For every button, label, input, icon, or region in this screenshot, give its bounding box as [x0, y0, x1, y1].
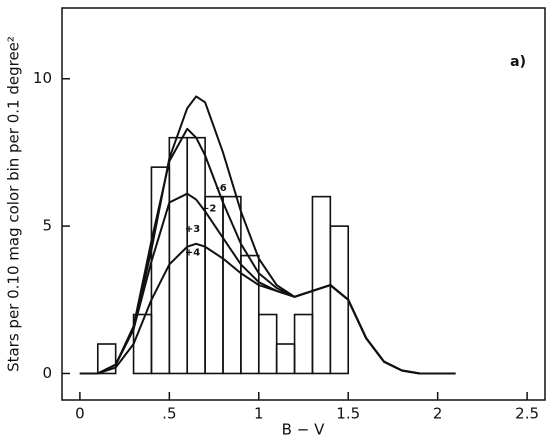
y-tick-label: 5: [42, 217, 52, 235]
curve-label: +2: [201, 203, 216, 214]
y-tick-label: 10: [33, 69, 52, 87]
x-tick-label: 0: [75, 405, 85, 423]
y-tick-label: 0: [42, 364, 52, 382]
y-axis-label: Stars per 0.10 mag color bin per 0.1 deg…: [5, 36, 23, 372]
histogram-bar: [329, 225, 350, 375]
histogram-bar: [257, 313, 278, 375]
curve-label: +3: [185, 224, 200, 235]
x-tick-label: 1: [254, 405, 264, 423]
histogram-bar: [275, 343, 296, 375]
model-curve: [79, 242, 456, 375]
model-curve: [79, 192, 456, 375]
x-axis-label: B − V: [282, 421, 325, 439]
curve-label: +4: [185, 248, 200, 259]
x-tick-label: 1.5: [336, 405, 360, 423]
histogram-bar: [293, 313, 314, 375]
panel-label: a): [510, 54, 526, 70]
curve-label: -6: [216, 183, 227, 194]
x-tick-label: 2: [433, 405, 443, 423]
model-curve: [79, 95, 456, 375]
histogram-bar: [96, 343, 117, 375]
x-tick-label: .5: [162, 405, 176, 423]
plot-frame: [61, 7, 546, 401]
x-tick-label: 2.5: [515, 405, 539, 423]
